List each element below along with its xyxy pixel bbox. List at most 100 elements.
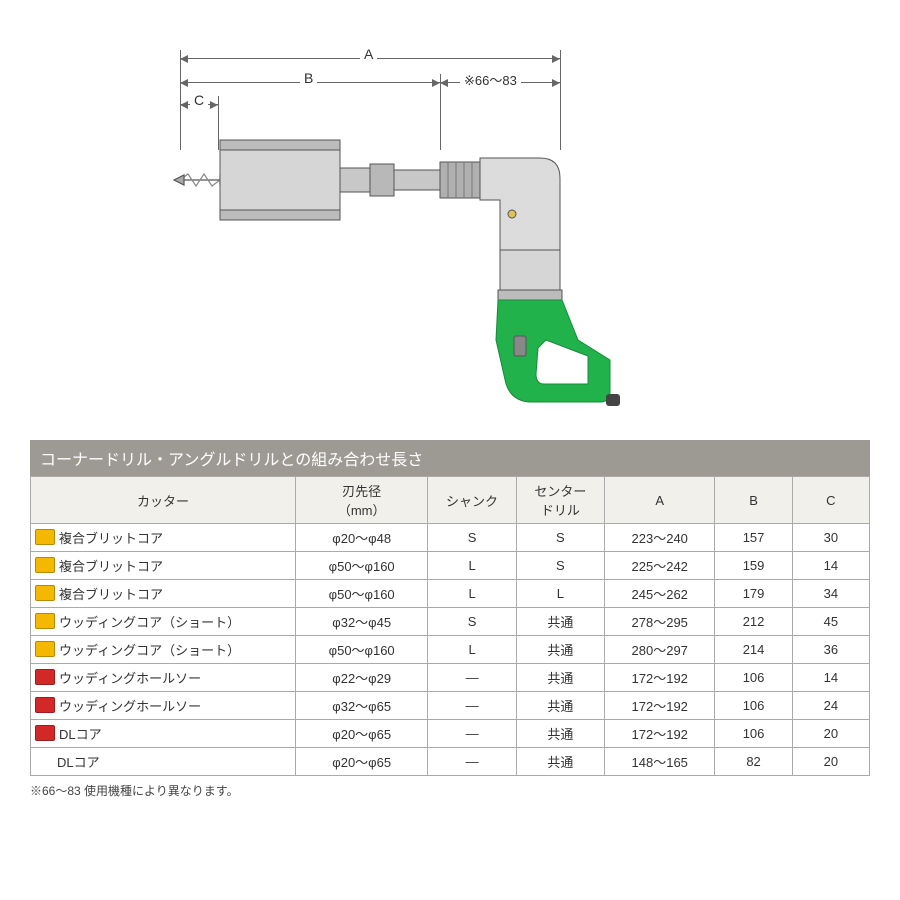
cell-c: 20 (792, 720, 869, 748)
cell-c: 14 (792, 552, 869, 580)
cell-a: 172〜192 (605, 692, 715, 720)
cell-center: 共通 (516, 608, 604, 636)
cell-shank: L (428, 552, 516, 580)
cell-c: 36 (792, 636, 869, 664)
table-title: コーナードリル・アングルドリルとの組み合わせ長さ (30, 440, 870, 476)
cutter-name-text: 複合ブリットコア (59, 531, 163, 546)
th-shank: シャンク (428, 477, 516, 524)
cutter-name-text: ウッディングコア（ショート） (59, 615, 240, 630)
cutter-name-cell: ウッディングコア（ショート） (31, 608, 296, 636)
cutter-name-text: 複合ブリットコア (59, 587, 163, 602)
cell-blade: φ22〜φ29 (295, 664, 427, 692)
cell-blade: φ50〜φ160 (295, 552, 427, 580)
cell-a: 172〜192 (605, 664, 715, 692)
cell-a: 172〜192 (605, 720, 715, 748)
cell-c: 34 (792, 580, 869, 608)
cutter-name-text: ウッディングコア（ショート） (59, 643, 240, 658)
cutter-name-text: ウッディングホールソー (59, 699, 201, 714)
cell-center: S (516, 552, 604, 580)
cutter-name-text: ウッディングホールソー (59, 671, 201, 686)
table-row: 複合ブリットコアφ50〜φ160LL245〜26217934 (31, 580, 870, 608)
cell-blade: φ20〜φ65 (295, 748, 427, 776)
red-badge-icon (35, 697, 55, 713)
th-b: B (715, 477, 792, 524)
cell-shank: S (428, 524, 516, 552)
cutter-name-text: DLコア (59, 727, 102, 742)
cell-b: 82 (715, 748, 792, 776)
cutter-name-text: DLコア (57, 755, 100, 770)
yellow-badge-icon (35, 557, 55, 573)
cell-b: 179 (715, 580, 792, 608)
cell-a: 225〜242 (605, 552, 715, 580)
cell-b: 212 (715, 608, 792, 636)
cell-blade: φ32〜φ65 (295, 692, 427, 720)
cell-b: 106 (715, 692, 792, 720)
cell-a: 245〜262 (605, 580, 715, 608)
cell-center: S (516, 524, 604, 552)
cutter-name-cell: ウッディングホールソー (31, 664, 296, 692)
th-a: A (605, 477, 715, 524)
cutter-name-cell: ウッディングコア（ショート） (31, 636, 296, 664)
cell-a: 280〜297 (605, 636, 715, 664)
cutter-name-cell: 複合ブリットコア (31, 524, 296, 552)
th-c: C (792, 477, 869, 524)
cell-shank: — (428, 664, 516, 692)
table-row: ウッディングホールソー φ22〜φ29—共通172〜19210614 (31, 664, 870, 692)
yellow-badge-icon (35, 641, 55, 657)
table-row: ウッディングホールソー φ32〜φ65—共通172〜19210624 (31, 692, 870, 720)
cell-b: 157 (715, 524, 792, 552)
cell-blade: φ50〜φ160 (295, 580, 427, 608)
table-row: 複合ブリットコア φ50〜φ160LS225〜24215914 (31, 552, 870, 580)
cell-c: 24 (792, 692, 869, 720)
cutter-name-cell: 複合ブリットコア (31, 552, 296, 580)
cell-shank: — (428, 748, 516, 776)
table-row: 複合ブリットコアφ20〜φ48SS223〜24015730 (31, 524, 870, 552)
th-cutter: カッター (31, 477, 296, 524)
cell-b: 214 (715, 636, 792, 664)
cell-blade: φ20〜φ65 (295, 720, 427, 748)
th-center: センター ドリル (516, 477, 604, 524)
yellow-badge-icon (35, 613, 55, 629)
cell-center: 共通 (516, 692, 604, 720)
cell-center: L (516, 580, 604, 608)
cell-shank: — (428, 720, 516, 748)
cutter-name-cell: DLコア (31, 720, 296, 748)
table-row: DLコア φ20〜φ65—共通148〜1658220 (31, 748, 870, 776)
combination-length-table: カッター 刃先径 （mm） シャンク センター ドリル A B C 複合ブリット… (30, 476, 870, 776)
red-badge-icon (35, 669, 55, 685)
table-row: ウッディングコア（ショート） φ32〜φ45S共通278〜29521245 (31, 608, 870, 636)
cell-shank: — (428, 692, 516, 720)
cell-center: 共通 (516, 664, 604, 692)
cell-b: 106 (715, 664, 792, 692)
cell-c: 14 (792, 664, 869, 692)
cell-shank: L (428, 636, 516, 664)
table-row: ウッディングコア（ショート）φ50〜φ160L共通280〜29721436 (31, 636, 870, 664)
footnote: ※66〜83 使用機種により異なります。 (30, 782, 870, 799)
cutter-name-cell: DLコア (31, 748, 296, 776)
red-badge-icon (35, 725, 55, 741)
cell-a: 148〜165 (605, 748, 715, 776)
cell-b: 106 (715, 720, 792, 748)
table-row: DLコア φ20〜φ65—共通172〜19210620 (31, 720, 870, 748)
cell-center: 共通 (516, 748, 604, 776)
cell-c: 30 (792, 524, 869, 552)
angle-drill-illustration (140, 40, 760, 420)
th-blade: 刃先径 （mm） (295, 477, 427, 524)
cell-blade: φ20〜φ48 (295, 524, 427, 552)
cell-shank: S (428, 608, 516, 636)
cell-b: 159 (715, 552, 792, 580)
cutter-name-cell: 複合ブリットコア (31, 580, 296, 608)
cell-a: 278〜295 (605, 608, 715, 636)
cell-center: 共通 (516, 720, 604, 748)
cell-c: 45 (792, 608, 869, 636)
dimension-diagram: A B ※66〜83 C (140, 40, 760, 420)
yellow-badge-icon (35, 585, 55, 601)
yellow-badge-icon (35, 529, 55, 545)
cell-center: 共通 (516, 636, 604, 664)
cell-blade: φ32〜φ45 (295, 608, 427, 636)
cutter-name-text: 複合ブリットコア (59, 559, 163, 574)
cell-shank: L (428, 580, 516, 608)
cell-c: 20 (792, 748, 869, 776)
cell-a: 223〜240 (605, 524, 715, 552)
cutter-name-cell: ウッディングホールソー (31, 692, 296, 720)
